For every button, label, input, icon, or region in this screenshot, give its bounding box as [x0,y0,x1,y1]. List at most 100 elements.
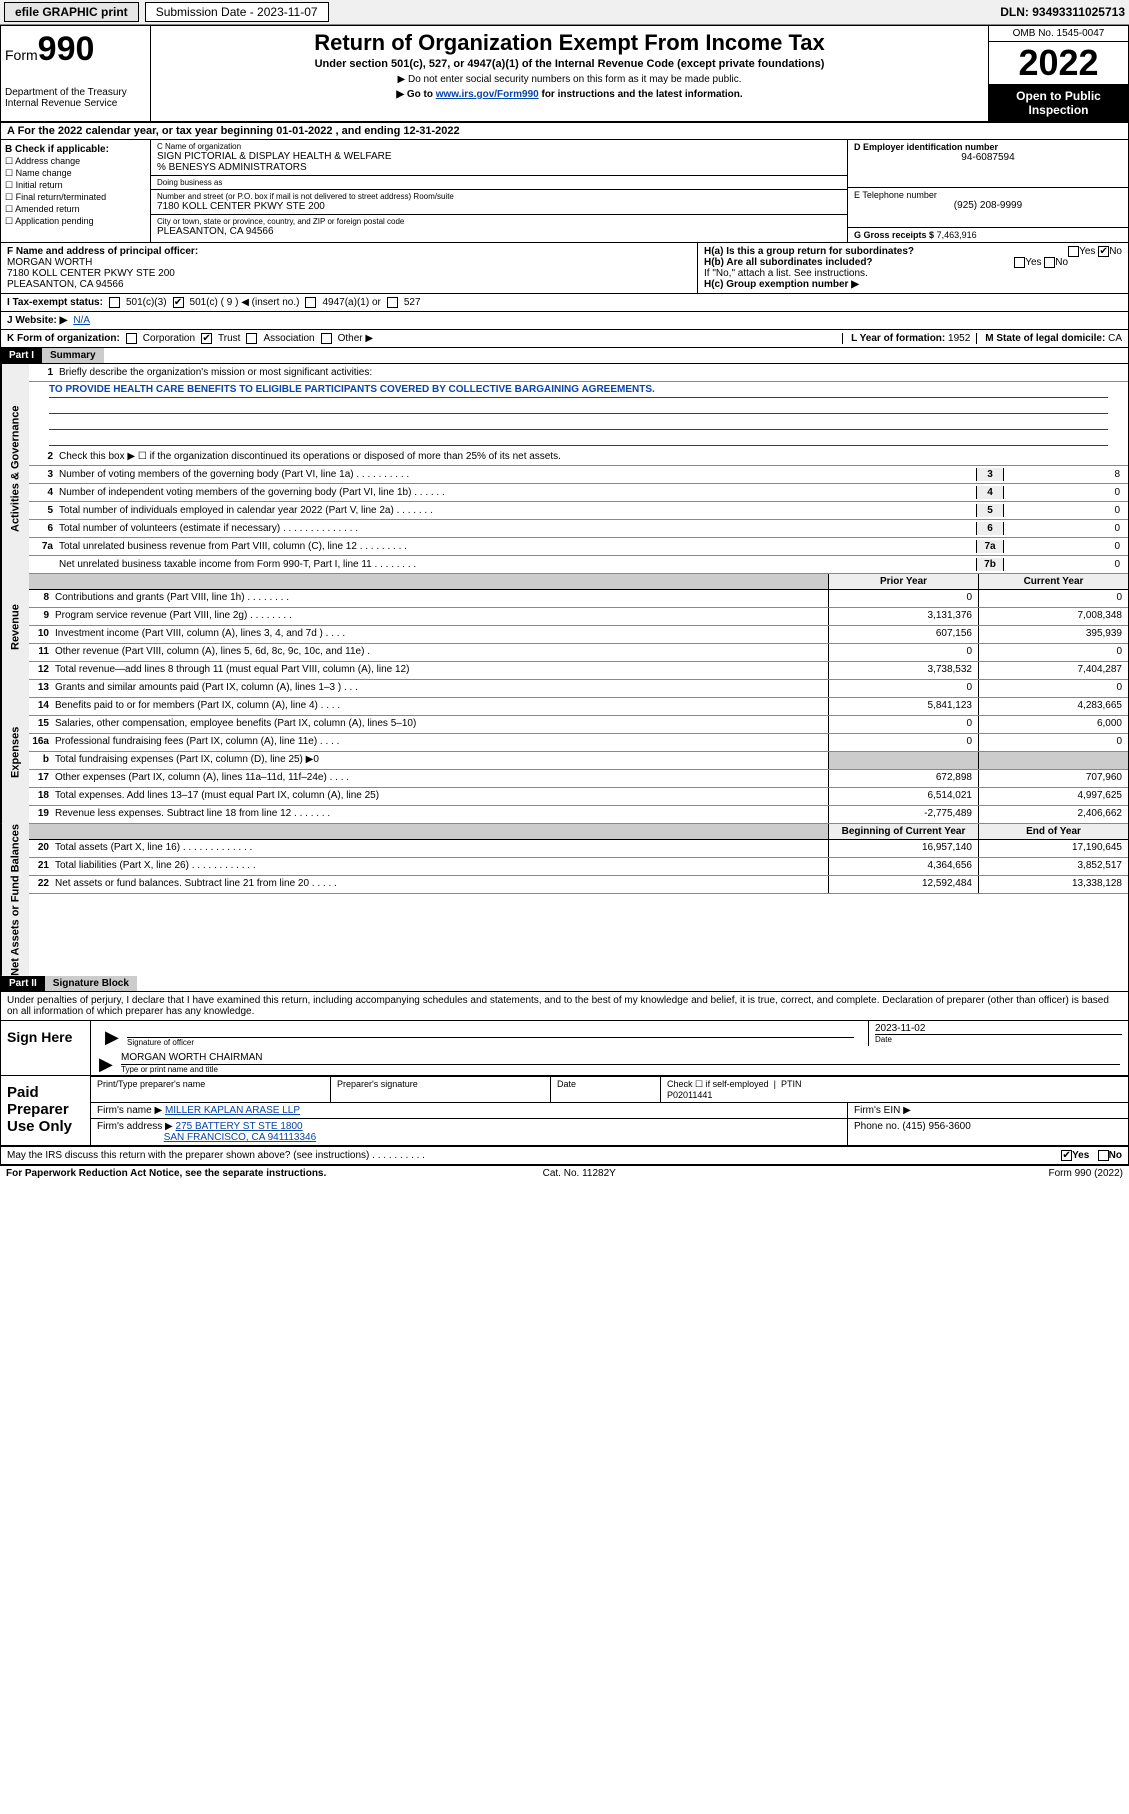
firm-addr2[interactable]: SAN FRANCISCO, CA 941113346 [164,1132,316,1143]
b-opt-4[interactable]: ☐ Amended return [5,204,146,215]
i-4947-ck[interactable] [305,297,316,308]
part1-title: Summary [42,348,104,363]
current-year-hdr: Current Year [978,574,1128,589]
l-val: 1952 [948,333,970,344]
dln: DLN: 93493311025713 [1000,5,1125,19]
firm-name[interactable]: MILLER KAPLAN ARASE LLP [165,1105,300,1116]
topbar: efile GRAPHIC print Submission Date - 20… [0,0,1129,25]
dept-treasury: Department of the Treasury Internal Reve… [5,87,146,109]
net-col-head: Beginning of Current Year End of Year [29,824,1128,840]
exp-lines-3: 16aProfessional fundraising fees (Part I… [29,734,1128,752]
b-header: B Check if applicable: [5,144,109,155]
block-bcde: B Check if applicable: ☐ Address change … [1,140,1128,243]
m-val: CA [1108,333,1122,344]
mission-text: TO PROVIDE HEALTH CARE BENEFITS TO ELIGI… [49,384,1108,398]
block-fh: F Name and address of principal officer:… [1,243,1128,294]
k-corp-ck[interactable] [126,333,137,344]
k-assoc-ck[interactable] [246,333,257,344]
col-c: C Name of organizationSIGN PICTORIAL & D… [151,140,848,242]
declaration: Under penalties of perjury, I declare th… [1,992,1128,1021]
subtitle-1: Under section 501(c), 527, or 4947(a)(1)… [159,58,980,70]
k-other-ck[interactable] [321,333,332,344]
b-opt-0[interactable]: ☐ Address change [5,156,146,167]
b-opt-1[interactable]: ☐ Name change [5,168,146,179]
part2-hdr: Part II [1,976,45,991]
exp-lines-2: 15Salaries, other compensation, employee… [29,716,1128,734]
mission-blank3 [49,432,1108,446]
rev-lines-4: 12Total revenue—add lines 8 through 11 (… [29,662,1128,680]
header-left: Form990 Department of the Treasury Inter… [1,26,151,121]
firm-phone: (415) 956-3600 [902,1121,970,1132]
footer-mid: Cat. No. 11282Y [543,1168,616,1179]
form-word: Form [5,47,38,63]
i-501c3-ck[interactable] [109,297,120,308]
submission-date: Submission Date - 2023-11-07 [145,2,329,22]
i-lbl: I Tax-exempt status: [7,297,103,308]
part2-header: Part IISignature Block [1,976,1128,992]
sig-name-lbl: Type or print name and title [121,1065,218,1074]
c-city: PLEASANTON, CA 94566 [157,226,841,237]
f-name: MORGAN WORTH [7,257,92,268]
c-addr: 7180 KOLL CENTER PKWY STE 200 [157,201,841,212]
l1-lbl: Briefly describe the organization's miss… [59,367,1124,378]
net-lines-2: 22Net assets or fund balances. Subtract … [29,876,1128,894]
j-lbl: J Website: ▶ [7,315,67,326]
discuss-no-ck[interactable] [1098,1150,1109,1161]
efile-graphic-btn[interactable]: efile GRAPHIC print [4,2,139,22]
discuss-yes-ck[interactable] [1061,1150,1072,1161]
i-527-ck[interactable] [387,297,398,308]
i-501c-ck[interactable] [173,297,184,308]
gov-line-3: 6Total number of volunteers (estimate if… [29,520,1128,538]
m-lbl: M State of legal domicile: [985,333,1105,344]
sig-officer-line[interactable]: ▶Signature of officer [127,1037,854,1038]
vtab-expenses: Expenses [1,680,29,824]
hb-yes-ck[interactable] [1014,257,1025,268]
form-header: Form990 Department of the Treasury Inter… [1,26,1128,123]
paid-ptin: P02011441 [667,1090,712,1100]
d-lbl: D Employer identification number [854,142,998,152]
l2-text: Check this box ▶ ☐ if the organization d… [59,451,1124,462]
ha-no-ck[interactable] [1098,246,1109,257]
b-opt-3[interactable]: ☐ Final return/terminated [5,192,146,203]
vtab-revenue: Revenue [1,574,29,680]
c-care: % BENESYS ADMINISTRATORS [157,162,841,173]
hb-no-ck[interactable] [1044,257,1055,268]
k-trust-ck[interactable] [201,333,212,344]
ha-yes-ck[interactable] [1068,246,1079,257]
vtab-netassets: Net Assets or Fund Balances [1,824,29,976]
i-527: 527 [404,297,421,308]
net-lines-0: 20Total assets (Part X, line 16) . . . .… [29,840,1128,858]
irs-link[interactable]: www.irs.gov/Form990 [436,89,539,100]
c-dba-lbl: Doing business as [157,178,841,187]
col-de: D Employer identification number94-60875… [848,140,1128,242]
part2-title: Signature Block [45,976,137,991]
footer-left: For Paperwork Reduction Act Notice, see … [6,1168,326,1179]
sig-name-line: ▶MORGAN WORTH CHAIRMANType or print name… [121,1064,1120,1065]
col-b: B Check if applicable: ☐ Address change … [1,140,151,242]
row-klm: K Form of organization: Corporation Trus… [1,330,1128,348]
firm-addr1[interactable]: 275 BATTERY ST STE 1800 [176,1121,303,1132]
sig-name: MORGAN WORTH CHAIRMAN [121,1052,262,1063]
b-opt-2[interactable]: ☐ Initial return [5,180,146,191]
c-addr-lbl: Number and street (or P.O. box if mail i… [157,192,841,201]
j-website[interactable]: N/A [73,315,90,326]
paid-h2: Preparer's signature [331,1077,551,1103]
sig-date: 2023-11-02 [875,1023,1122,1034]
arrow-icon-2: ▶ [99,1054,113,1075]
e-phone: (925) 208-9999 [854,200,1122,211]
subtitle-2: ▶ Do not enter social security numbers o… [159,74,980,85]
header-mid: Return of Organization Exempt From Incom… [151,26,988,121]
ha-yes: Yes [1079,246,1095,257]
c-city-lbl: City or town, state or province, country… [157,217,841,226]
row-j: J Website: ▶ N/A [1,312,1128,330]
exp-lines-5: 17Other expenses (Part IX, column (A), l… [29,770,1128,788]
hb-yes: Yes [1025,257,1041,268]
part1-hdr: Part I [1,348,42,363]
gov-line-2: 5Total number of individuals employed in… [29,502,1128,520]
b-opt-5[interactable]: ☐ Application pending [5,216,146,227]
paid-h1: Print/Type preparer's name [91,1077,331,1103]
e-lbl: E Telephone number [854,190,937,200]
rev-lines-0: 8Contributions and grants (Part VIII, li… [29,590,1128,608]
exp-lines-1: 14Benefits paid to or for members (Part … [29,698,1128,716]
line-a-taxyear: A For the 2022 calendar year, or tax yea… [1,123,1128,140]
